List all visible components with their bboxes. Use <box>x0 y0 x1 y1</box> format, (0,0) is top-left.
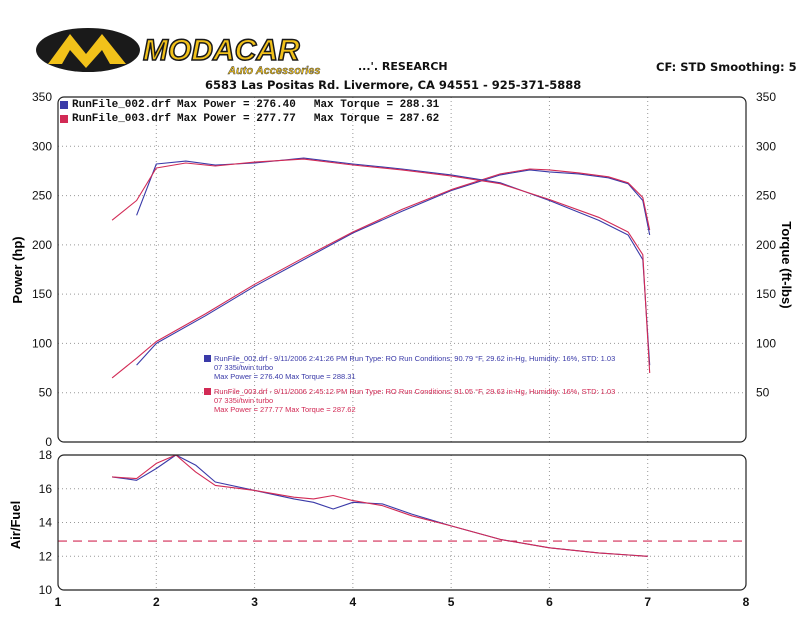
power-tick-label: 0 <box>45 435 52 449</box>
airfuel-tick-label: 12 <box>39 549 53 563</box>
airfuel-tick-label: 14 <box>39 516 53 530</box>
logo-wordmark: MODACAR <box>143 34 300 67</box>
main-plot-frame <box>57 96 747 443</box>
shop-name: ...'. RESEARCH <box>358 60 448 73</box>
cf-smoothing: CF: STD Smoothing: 5 <box>656 60 797 74</box>
series-power-runfile002drf <box>136 169 651 366</box>
power-tick-label: 250 <box>32 189 52 203</box>
power-tick-label: 350 <box>32 90 52 104</box>
modacar-logo: MODACAR Auto Accessories <box>36 28 321 76</box>
torque-axis-label: Torque (ft-lbs) <box>779 221 794 308</box>
runinfo-line2-run002: 07 335i/twin turbo <box>214 363 274 372</box>
runinfo-run003: RunFile_003.drf - 9/11/2006 2:45:12 PM R… <box>204 387 615 414</box>
rpm-tick-label: 1 <box>55 595 62 609</box>
torque-tick-label: 50 <box>756 386 770 400</box>
legend: RunFile_002.drf Max Power = 276.40 Max T… <box>60 98 439 126</box>
airfuel-tick-label: 10 <box>39 583 53 597</box>
legend-torque-run002: Max Torque = 288.31 <box>313 99 440 111</box>
runinfo-swatch-run002 <box>204 355 211 362</box>
rpm-tick-label: 7 <box>644 595 651 609</box>
power-tick-label: 200 <box>32 238 52 252</box>
series-torque-runfile002drf <box>136 157 651 366</box>
airfuel-tick-label: 16 <box>39 482 53 496</box>
legend-file-run003: RunFile_003.drf <box>72 113 172 125</box>
rpm-tick-label: 2 <box>153 595 160 609</box>
logo-subtitle: Auto Accessories <box>227 65 321 76</box>
power-axis-label: Power (hp) <box>10 236 25 303</box>
runinfo-line1-run002: RunFile_002.drf - 9/11/2006 2:41:26 PM R… <box>214 354 616 363</box>
power-tick-label: 50 <box>39 386 53 400</box>
series-airfuel-runfile003drf <box>112 454 648 557</box>
airfuel-axis-label: Air/Fuel <box>8 501 23 549</box>
airfuel-plot-frame <box>57 454 747 591</box>
legend-swatch-run003 <box>60 115 68 123</box>
rpm-tick-label: 8 <box>743 595 750 609</box>
legend-entry-run003: RunFile_003.drf Max Power = 277.77 Max T… <box>60 112 439 126</box>
shop-address: 6583 Las Positas Rd. Livermore, CA 94551… <box>205 78 582 92</box>
axis-layer: 0501001502002503003505010015020025030035… <box>32 90 776 609</box>
runinfo-line1-run003: RunFile_003.drf - 9/11/2006 2:45:12 PM R… <box>214 387 616 396</box>
airfuel-tick-label: 18 <box>39 448 53 462</box>
power-tick-label: 100 <box>32 336 52 350</box>
power-tick-label: 150 <box>32 287 52 301</box>
series-power-runfile003drf <box>111 168 651 379</box>
legend-file-run002: RunFile_002.drf <box>72 99 172 111</box>
runinfo-line2-run003: 07 335i/twin turbo <box>214 396 274 405</box>
torque-tick-label: 150 <box>756 287 776 301</box>
runinfo-line3-run002: Max Power = 276.40 Max Torque = 288.31 <box>214 372 356 381</box>
runinfo-swatch-run003 <box>204 388 211 395</box>
runinfo-line3-run003: Max Power = 277.77 Max Torque = 287.62 <box>214 405 356 414</box>
legend-torque-run003: Max Torque = 287.62 <box>313 113 440 125</box>
rpm-tick-label: 3 <box>251 595 258 609</box>
logo-m-mark <box>48 34 126 68</box>
torque-tick-label: 250 <box>756 189 776 203</box>
torque-tick-label: 350 <box>756 90 776 104</box>
legend-entry-run002: RunFile_002.drf Max Power = 276.40 Max T… <box>60 98 439 112</box>
torque-tick-label: 200 <box>756 238 776 252</box>
torque-tick-label: 100 <box>756 336 776 350</box>
power-tick-label: 300 <box>32 139 52 153</box>
runinfo-run002: RunFile_002.drf - 9/11/2006 2:41:26 PM R… <box>204 354 615 381</box>
series-layer <box>58 157 746 557</box>
legend-power-run003: Max Power = 277.77 <box>177 113 296 125</box>
legend-power-run002: Max Power = 276.40 <box>177 99 296 111</box>
rpm-tick-label: 6 <box>546 595 553 609</box>
series-torque-runfile003drf <box>111 158 651 374</box>
rpm-tick-label: 4 <box>350 595 357 609</box>
grid-layer <box>58 97 746 590</box>
rpm-tick-label: 5 <box>448 595 455 609</box>
torque-tick-label: 300 <box>756 139 776 153</box>
legend-swatch-run002 <box>60 101 68 109</box>
